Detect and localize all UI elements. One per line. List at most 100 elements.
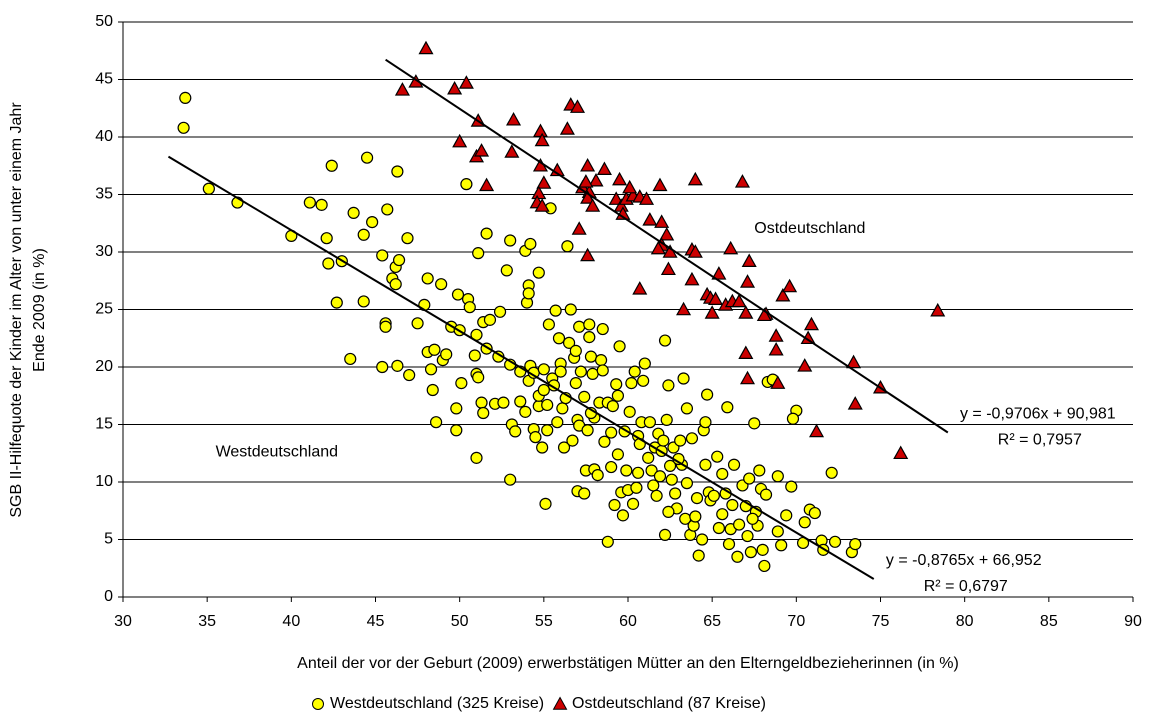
point	[628, 365, 641, 378]
point	[541, 398, 554, 412]
annotation: Ostdeutschland	[754, 220, 865, 237]
point	[753, 464, 766, 477]
point	[677, 372, 690, 385]
point	[426, 383, 439, 397]
point	[616, 509, 630, 522]
legend-marker	[552, 696, 568, 710]
point	[930, 302, 946, 317]
point	[458, 75, 474, 89]
point	[775, 539, 788, 552]
point	[665, 473, 678, 486]
point	[727, 458, 741, 471]
point	[522, 287, 535, 300]
point	[315, 198, 328, 211]
x-tick-label: 70	[787, 613, 805, 630]
point	[638, 191, 655, 205]
point	[893, 445, 909, 460]
point	[360, 151, 374, 164]
point	[428, 343, 441, 356]
point	[537, 363, 550, 376]
point	[775, 287, 791, 302]
point	[551, 416, 564, 429]
point	[738, 345, 754, 359]
point	[392, 253, 406, 267]
legend-label: Westdeutschland (325 Kreise)	[330, 695, 544, 712]
point	[537, 383, 550, 397]
point	[684, 271, 700, 286]
point	[744, 546, 757, 559]
point	[669, 487, 682, 500]
point	[731, 293, 747, 308]
point	[707, 489, 720, 502]
point	[608, 498, 621, 512]
point	[381, 203, 394, 216]
point	[612, 171, 628, 186]
x-tick-label: 55	[535, 613, 553, 630]
y-tick-label: 25	[95, 301, 113, 318]
point	[680, 477, 694, 490]
point	[738, 305, 754, 319]
point	[798, 516, 811, 529]
point	[650, 489, 663, 502]
point	[366, 216, 379, 229]
y-tick-label: 0	[104, 588, 113, 605]
point	[581, 424, 594, 437]
point	[654, 214, 670, 228]
point	[658, 528, 672, 542]
point	[674, 434, 687, 447]
x-tick-label: 60	[619, 613, 637, 630]
point	[611, 448, 625, 461]
point	[391, 165, 404, 178]
point	[580, 190, 596, 204]
point	[583, 331, 596, 344]
point	[347, 206, 360, 219]
point	[692, 549, 705, 562]
point	[421, 272, 434, 285]
point	[642, 212, 658, 226]
point	[626, 497, 640, 510]
trendline-r2: R² = 0,6797	[924, 578, 1008, 595]
point	[846, 354, 862, 369]
x-tick-label: 30	[114, 613, 132, 630]
point	[504, 473, 517, 486]
point	[578, 390, 591, 403]
point	[411, 317, 424, 330]
y-tick-label: 50	[95, 13, 113, 30]
point	[541, 424, 554, 437]
x-tick-label: 35	[198, 613, 216, 630]
point	[732, 518, 746, 531]
point	[536, 441, 549, 454]
point	[472, 371, 485, 384]
point	[771, 525, 784, 538]
point	[322, 257, 335, 270]
point	[716, 467, 729, 481]
point	[613, 340, 626, 353]
point	[699, 458, 712, 471]
point	[344, 352, 357, 366]
point	[828, 535, 842, 548]
point	[424, 363, 438, 376]
point	[731, 550, 744, 563]
point	[601, 535, 614, 548]
point	[529, 431, 542, 444]
point	[606, 400, 619, 413]
trendline-equation: y = -0,9706x + 90,981	[960, 406, 1116, 423]
point	[584, 350, 598, 363]
point	[532, 123, 548, 138]
point	[786, 412, 800, 425]
point	[519, 405, 532, 418]
point	[450, 424, 463, 437]
point	[376, 360, 389, 374]
point	[659, 227, 675, 241]
point	[797, 358, 813, 372]
point	[780, 509, 793, 522]
y-tick-label: 30	[95, 243, 113, 260]
point	[440, 348, 453, 361]
point	[564, 303, 577, 316]
trendline-equation: y = -0,8765x + 66,952	[886, 552, 1042, 569]
point	[477, 406, 490, 420]
point	[536, 175, 552, 189]
point	[468, 349, 481, 362]
point	[608, 191, 624, 205]
